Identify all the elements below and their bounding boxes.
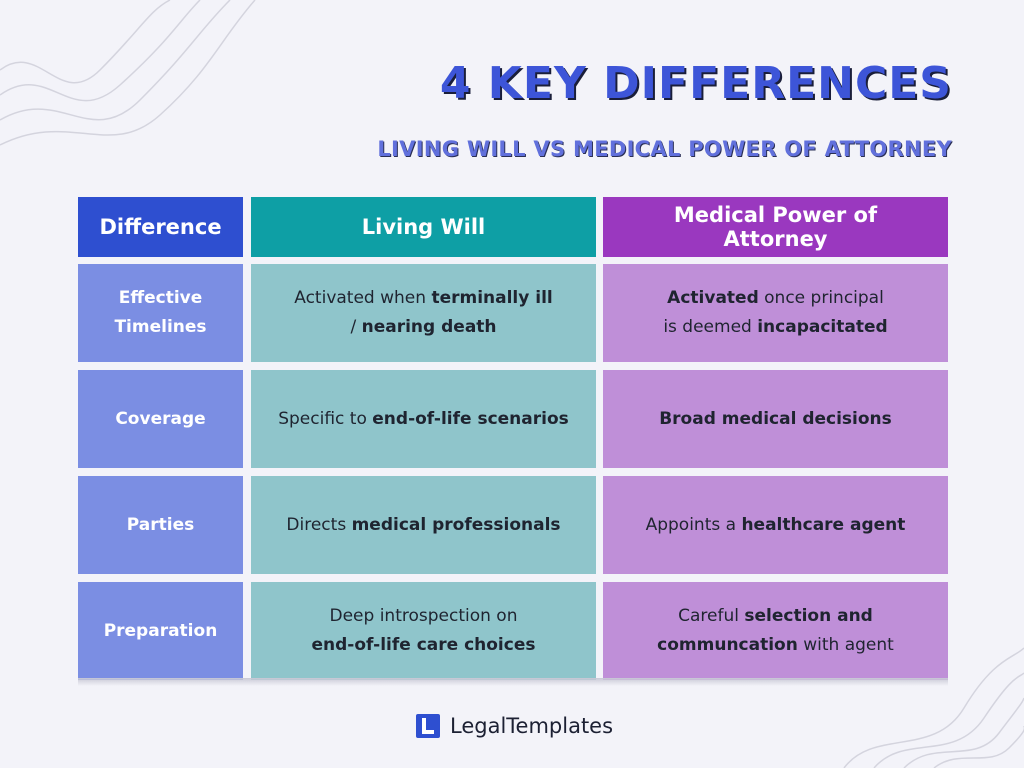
row-label-effective-timelines: Effective Timelines [78, 264, 243, 362]
brand-footer[interactable]: LegalTemplates [416, 714, 613, 738]
cell-text-bold: medical professionals [351, 514, 561, 535]
cell-text: Appoints a [645, 514, 742, 535]
cell-text-bold: terminally ill [431, 288, 553, 308]
column-header-mpoa: Medical Power of Attorney [603, 197, 948, 257]
page-subtitle: LIVING WILL VS MEDICAL POWER OF ATTORNEY [377, 137, 952, 161]
cell-text-bold: selection and [744, 606, 873, 626]
cell-text-bold: nearing death [361, 317, 497, 337]
living-will-cell: Deep introspection on end-of-life care c… [251, 582, 596, 680]
cell-text: with agent [797, 635, 894, 655]
cell-text: Specific to [278, 408, 373, 429]
column-header-difference: Difference [78, 197, 243, 257]
mpoa-cell: Broad medical decisions [603, 370, 948, 468]
living-will-cell: Specific to end-of-life scenarios [251, 370, 596, 468]
cell-text: / [350, 317, 362, 337]
row-label-preparation: Preparation [78, 582, 243, 680]
cell-text: Careful [678, 606, 745, 626]
cell-text-bold: end-of-life scenarios [372, 408, 569, 429]
brand-name: LegalTemplates [450, 714, 614, 738]
table-shadow [78, 678, 948, 686]
row-label-parties: Parties [78, 476, 243, 574]
cell-text-bold: Activated [667, 288, 759, 308]
cell-text: once principal [758, 288, 884, 308]
column-header-living-will: Living Will [251, 197, 596, 257]
decorative-lines-top-left [0, 0, 256, 146]
cell-text: Activated when [294, 288, 432, 308]
cell-text-bold: Broad medical decisions [659, 408, 892, 429]
cell-text-bold: end-of-life care choices [311, 635, 536, 655]
page-title: 4 KEY DIFFERENCES [439, 58, 952, 109]
cell-text: is deemed [663, 317, 758, 337]
living-will-cell: Directs medical professionals [251, 476, 596, 574]
mpoa-cell: Appoints a healthcare agent [603, 476, 948, 574]
mpoa-cell: Activated once principal is deemed incap… [603, 264, 948, 362]
row-label-line: Effective [118, 288, 203, 308]
mpoa-cell: Careful selection and communcation with … [603, 582, 948, 680]
legaltemplates-logo-icon [416, 714, 440, 738]
cell-text: Deep introspection on [329, 606, 518, 626]
row-label-line: Timelines [114, 317, 207, 337]
cell-text-bold: incapacitated [757, 317, 888, 337]
cell-text: Directs [286, 514, 352, 535]
cell-text-bold: healthcare agent [741, 514, 906, 535]
living-will-cell: Activated when terminally ill / nearing … [251, 264, 596, 362]
cell-text-bold: communcation [657, 635, 798, 655]
row-label-coverage: Coverage [78, 370, 243, 468]
